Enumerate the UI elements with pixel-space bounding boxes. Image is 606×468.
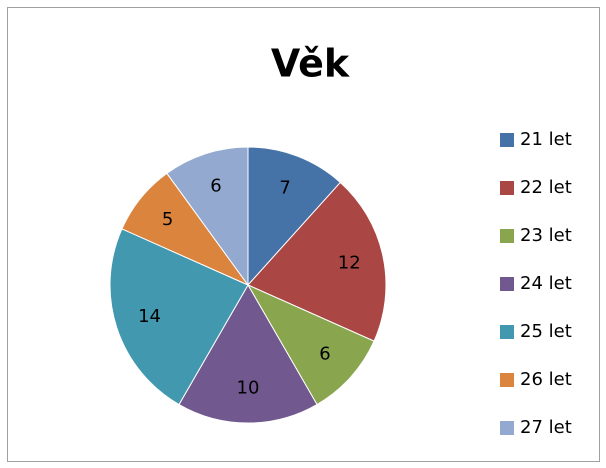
legend-swatch — [500, 181, 514, 195]
data-label: 6 — [319, 343, 330, 364]
legend-label: 22 let — [520, 177, 572, 198]
legend-label: 26 let — [520, 369, 572, 390]
data-label: 5 — [162, 209, 173, 230]
data-label: 6 — [210, 176, 221, 197]
legend-swatch — [500, 229, 514, 243]
chart-title: Věk — [271, 42, 350, 86]
pie-slice — [247, 146, 342, 287]
legend-swatch — [500, 325, 514, 339]
legend-label: 27 let — [520, 417, 572, 438]
pie-slice — [109, 228, 249, 406]
data-label: 10 — [237, 378, 260, 399]
legend-label: 24 let — [520, 273, 572, 294]
legend-swatch — [500, 373, 514, 387]
legend-label: 23 let — [520, 225, 572, 246]
data-label: 7 — [279, 177, 290, 198]
pie-slice — [246, 283, 375, 406]
data-label: 12 — [338, 252, 361, 273]
legend-label: 21 let — [520, 129, 572, 150]
legend-swatch — [500, 277, 514, 291]
data-label: 14 — [138, 306, 161, 327]
pie-slice — [247, 181, 387, 342]
legend-swatch — [500, 421, 514, 435]
pie-slice — [166, 146, 249, 287]
pie-slice — [178, 283, 318, 424]
legend-label: 25 let — [520, 321, 572, 342]
legend-swatch — [500, 133, 514, 147]
